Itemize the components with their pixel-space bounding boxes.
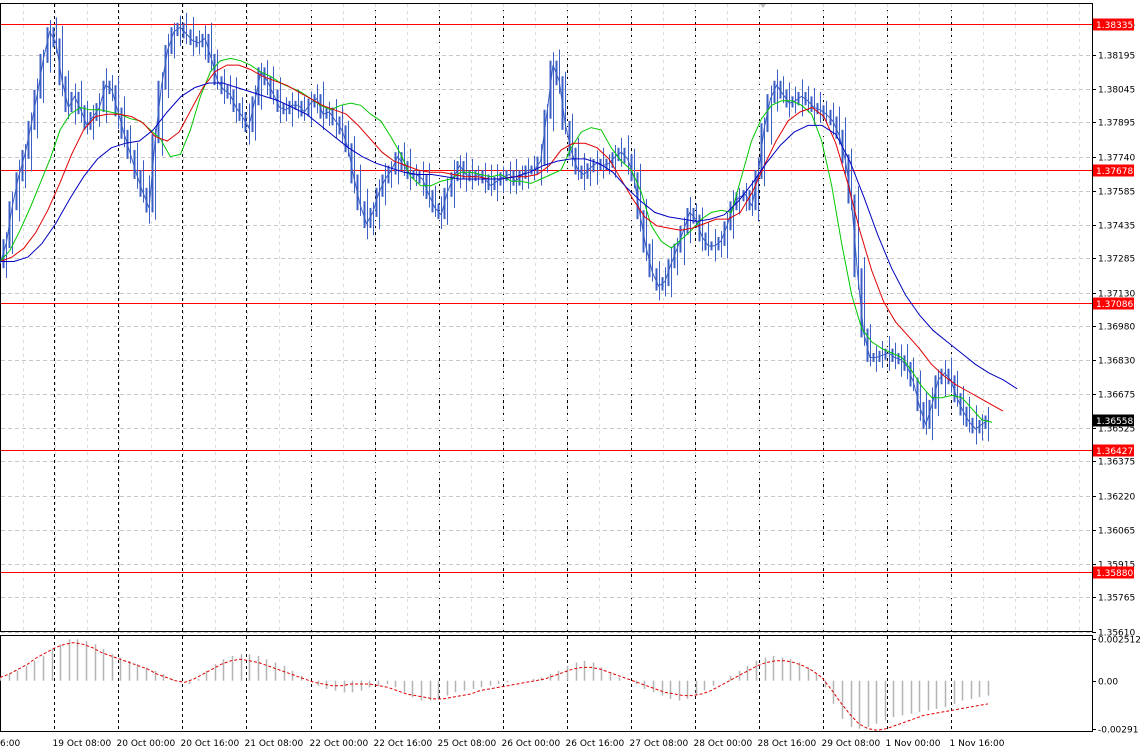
price-tick-label: 1.35765: [1098, 594, 1135, 604]
price-tick-label: 1.36675: [1098, 391, 1135, 401]
price-tick-label: 1.36065: [1098, 527, 1135, 537]
time-tick-label: 20 Oct 00:00: [117, 739, 176, 749]
main-price-panel[interactable]: [0, 3, 1093, 632]
level-tag-label: 1.36427: [1096, 447, 1133, 457]
price-tick-label: 1.37895: [1098, 119, 1135, 129]
price-tick-label: 1.36980: [1098, 323, 1135, 333]
time-tick-label: 22 Oct 16:00: [374, 739, 433, 749]
signal-line: [0, 642, 989, 731]
oscillator-series: [0, 639, 990, 731]
level-tag: [1093, 444, 1134, 457]
level-tag: [1093, 164, 1134, 177]
axes: 1.38335 1.38195 1.38045 1.37895 1.37740 1.375…: [0, 4, 1140, 749]
main-panel-frame: [0, 3, 1093, 632]
time-tick-label: 20 Oct 16:00: [181, 739, 240, 749]
price-tick-label: 1.38045: [1098, 86, 1135, 96]
level-tag: [1093, 18, 1134, 31]
oscillator-tick-label: -0.00291: [1098, 726, 1138, 736]
price-series: [0, 12, 989, 445]
time-tick-label: 25 Oct 08:00: [438, 739, 497, 749]
level-tag-label: 1.35880: [1096, 569, 1133, 579]
time-tick-label: 22 Oct 00:00: [310, 739, 369, 749]
price-tick-label: 1.38195: [1098, 52, 1135, 62]
price-line: [0, 26, 989, 430]
price-tick-label: 1.35610: [1098, 629, 1135, 639]
price-tick-label: 1.36375: [1098, 458, 1135, 468]
moving-average-line: [0, 57, 993, 423]
level-tag-label: 1.37086: [1096, 300, 1133, 310]
oscillator-tick-label: 0.002512: [1098, 636, 1140, 646]
time-tick-label: 28 Oct 16:00: [758, 739, 817, 749]
price-tick-label: 1.36220: [1098, 493, 1135, 503]
time-tick-label: 27 Oct 08:00: [630, 739, 689, 749]
current-price-label: 1.36558: [1096, 417, 1133, 427]
level-tag-label: 1.37678: [1096, 167, 1133, 177]
time-tick-label: 6:00: [0, 739, 20, 749]
level-tag: [1093, 297, 1134, 310]
price-tick-label: 1.37130: [1098, 290, 1135, 300]
current-price-tag: [1093, 414, 1134, 427]
level-tag: [1093, 566, 1134, 579]
moving-average-line: [0, 82, 1018, 390]
time-tick-label: 26 Oct 16:00: [566, 739, 625, 749]
time-tick-label: 28 Oct 00:00: [694, 739, 753, 749]
price-tick-label: 1.37585: [1098, 188, 1135, 198]
time-tick-label: 26 Oct 00:00: [502, 739, 561, 749]
time-tick-label: 1 Nov 00:00: [886, 739, 941, 749]
price-tick-label: 1.37740: [1098, 154, 1135, 164]
shift-marker-icon: [760, 4, 766, 8]
price-tick-label: 1.37285: [1098, 255, 1135, 265]
time-tick-label: 19 Oct 08:00: [53, 739, 112, 749]
price-tick-label: 1.37435: [1098, 222, 1135, 232]
price-tick-label: 1.36525: [1098, 425, 1135, 435]
time-tick-label: 29 Oct 08:00: [822, 739, 881, 749]
moving-averages: [0, 57, 1018, 423]
price-tick-label: 1.35915: [1098, 561, 1135, 571]
price-tick-label: 1.36830: [1098, 357, 1135, 367]
price-tags: 1.38335 1.37678 1.37086 1.36427 1.35880 1.365…: [1093, 18, 1134, 579]
level-tag-label: 1.38335: [1096, 21, 1133, 31]
oscillator-tick-label: 0.00: [1098, 678, 1118, 688]
time-tick-label: 21 Oct 08:00: [245, 739, 304, 749]
time-tick-label: 1 Nov 16:00: [950, 739, 1005, 749]
